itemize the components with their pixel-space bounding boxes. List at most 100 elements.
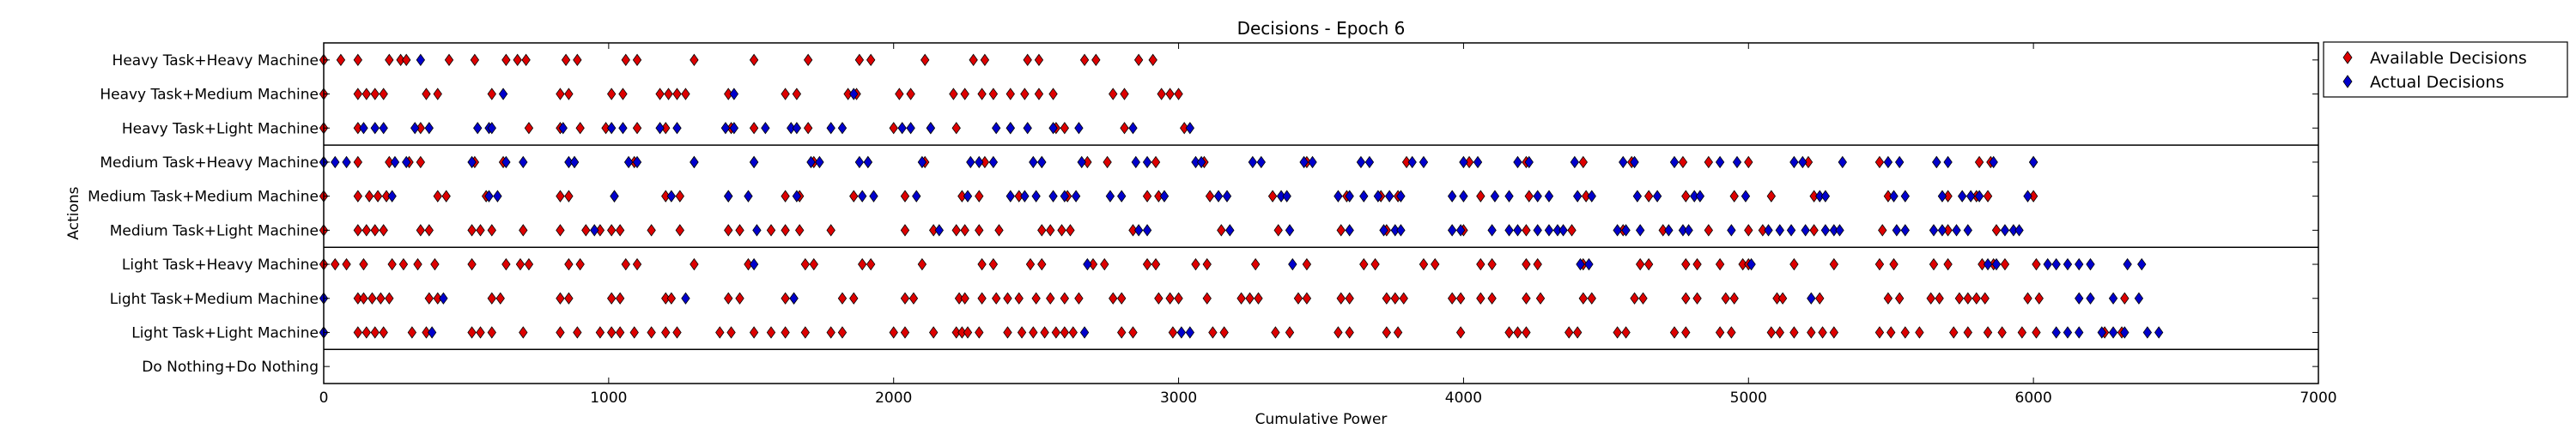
data-point-marker	[1459, 155, 1468, 169]
data-point-marker	[1764, 224, 1773, 237]
data-point-marker	[729, 88, 739, 100]
data-point-marker	[1838, 155, 1847, 169]
data-point-marker	[1431, 257, 1440, 271]
data-point-marker	[761, 122, 770, 135]
data-point-marker	[1636, 224, 1645, 237]
data-point-marker	[1818, 326, 1827, 339]
data-point-marker	[519, 326, 528, 339]
data-point-marker	[866, 53, 876, 67]
data-point-marker	[564, 292, 574, 305]
data-point-marker	[2075, 257, 2084, 271]
data-point-marker	[441, 190, 451, 202]
data-point-marker	[2120, 326, 2129, 339]
data-point-marker	[1732, 155, 1742, 169]
data-point-marker	[858, 257, 867, 271]
data-point-marker	[781, 88, 790, 100]
data-point-marker	[1037, 224, 1047, 237]
y-tick-label: Light Task+Medium Machine	[110, 291, 319, 308]
x-tick-label: 1000	[590, 390, 627, 407]
data-point-marker	[1513, 326, 1522, 339]
data-point-marker	[1345, 190, 1354, 202]
data-point-marker	[1285, 224, 1295, 237]
data-point-marker	[1148, 53, 1157, 67]
plot-frame	[323, 42, 2319, 384]
data-point-marker	[1678, 155, 1688, 169]
data-point-marker	[1151, 257, 1161, 271]
data-point-marker	[1005, 88, 1015, 100]
data-point-marker	[558, 122, 568, 135]
data-point-marker	[1789, 326, 1799, 339]
data-point-marker	[2137, 257, 2147, 271]
data-point-marker	[368, 292, 377, 305]
data-point-marker	[1236, 292, 1246, 305]
data-point-marker	[1293, 292, 1303, 305]
data-point-marker	[1929, 224, 1939, 237]
data-point-marker	[729, 122, 739, 135]
data-point-marker	[912, 190, 921, 202]
data-point-marker	[858, 190, 867, 202]
y-tick-label: Medium Task+Medium Machine	[88, 189, 319, 206]
data-point-marker	[1407, 155, 1417, 169]
data-point-marker	[373, 190, 383, 202]
data-point-marker	[1074, 122, 1084, 135]
data-point-marker	[1185, 326, 1195, 339]
data-point-marker	[1023, 53, 1032, 67]
data-point-marker	[675, 224, 684, 237]
data-point-marker	[575, 257, 585, 271]
data-point-marker	[1308, 155, 1317, 169]
data-point-marker	[749, 53, 759, 67]
data-point-marker	[1741, 190, 1751, 202]
data-point-marker	[1091, 53, 1101, 67]
data-point-marker	[1704, 224, 1713, 237]
data-point-marker	[1103, 155, 1112, 169]
data-point-marker	[1820, 190, 1831, 202]
data-point-marker	[331, 257, 340, 271]
data-point-marker	[1744, 155, 1753, 169]
data-point-marker	[1248, 155, 1258, 169]
data-point-marker	[792, 190, 802, 202]
legend-marker	[2342, 75, 2353, 88]
data-point-marker	[1245, 292, 1255, 305]
data-point-marker	[1704, 155, 1713, 169]
data-point-marker	[963, 326, 973, 339]
data-point-marker	[376, 292, 386, 305]
data-point-marker	[1584, 257, 1594, 271]
data-point-marker	[1356, 155, 1366, 169]
data-point-marker	[1721, 292, 1730, 305]
data-point-marker	[2023, 190, 2032, 202]
data-point-marker	[1334, 190, 1343, 202]
data-point-marker	[1060, 292, 1070, 305]
data-point-marker	[735, 292, 744, 305]
data-point-marker	[988, 257, 999, 271]
data-point-marker	[595, 326, 605, 339]
data-point-marker	[690, 155, 699, 169]
data-point-marker	[1533, 190, 1542, 202]
data-point-marker	[353, 88, 362, 100]
x-tick-label: 6000	[2015, 390, 2052, 407]
data-point-marker	[361, 88, 371, 100]
data-point-marker	[720, 122, 731, 135]
data-point-marker	[929, 326, 939, 339]
data-point-marker	[969, 53, 978, 67]
data-point-marker	[1572, 326, 1583, 339]
data-point-marker	[1963, 224, 1972, 237]
data-point-marker	[487, 326, 496, 339]
data-point-marker	[556, 224, 565, 237]
data-point-marker	[1384, 190, 1394, 202]
data-point-marker	[1587, 292, 1596, 305]
data-point-marker	[2032, 257, 2041, 271]
data-point-marker	[869, 190, 878, 202]
data-point-marker	[837, 122, 848, 135]
group-separators	[324, 144, 2318, 351]
data-point-marker	[467, 326, 477, 339]
data-point-marker	[900, 190, 910, 202]
data-point-marker	[966, 155, 975, 169]
data-point-marker	[724, 292, 733, 305]
data-point-marker	[430, 257, 440, 271]
data-point-marker	[647, 326, 656, 339]
data-point-marker	[2120, 292, 2129, 305]
data-point-marker	[1835, 224, 1844, 237]
data-point-marker	[407, 326, 417, 339]
data-point-marker	[1889, 190, 1899, 202]
data-point-marker	[1419, 155, 1429, 169]
